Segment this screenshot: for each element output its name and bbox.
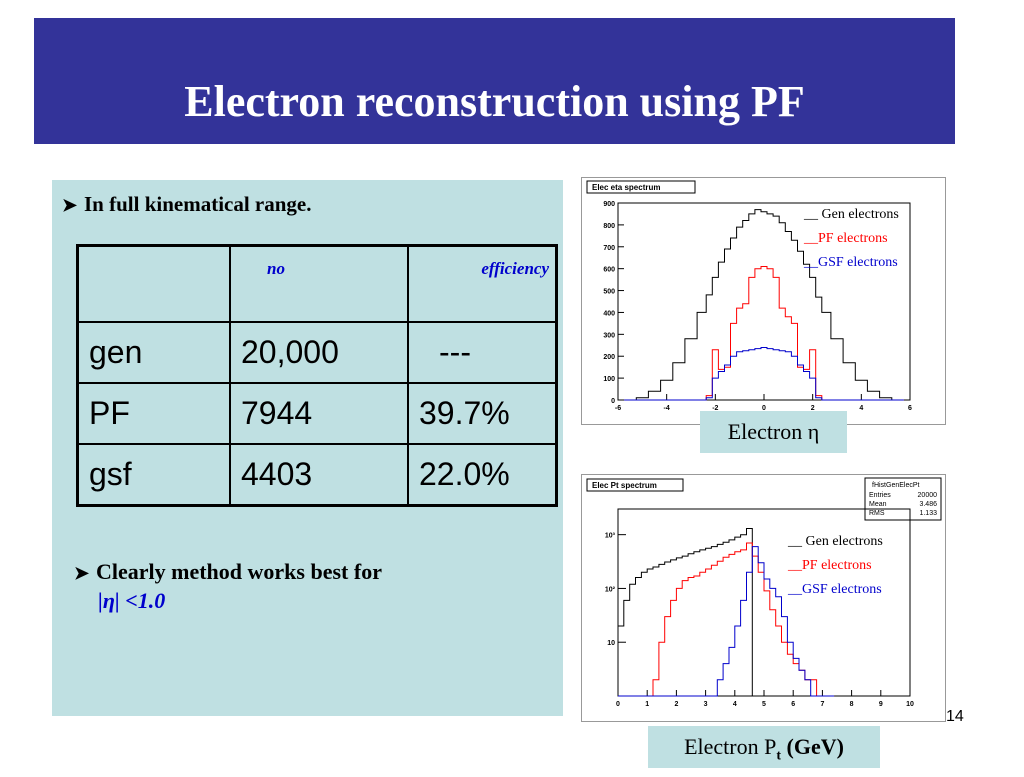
pt-chart-frame: Elec Pt spectrum fHistGenElecPt Entries … [581, 474, 946, 722]
eta-condition: |η| <1.0 [98, 588, 166, 613]
table-cell: gsf [76, 443, 231, 507]
table-header-cell: no [229, 244, 409, 323]
stats-mean: 3.486 [919, 501, 937, 508]
table-cell: PF [76, 382, 231, 445]
table-header-row: no efficiency [76, 244, 558, 323]
x-tick-label: -4 [664, 405, 670, 412]
efficiency-table: no efficiency gen 20,000 --- PF 7944 39.… [76, 244, 558, 507]
series-line-gsf-electrons [624, 347, 904, 401]
table-cell: 39.7% [407, 382, 558, 445]
x-tick-label: 2 [811, 405, 815, 412]
series-line-gen-electrons [618, 528, 835, 697]
x-tick-label: 0 [762, 405, 766, 412]
arrow-bullet-icon: ➤ [74, 563, 90, 583]
y-tick-label: 10 [607, 640, 615, 647]
x-tick-label: 8 [850, 701, 854, 708]
x-tick-label: 3 [704, 701, 708, 708]
pt-caption-sub: t [776, 748, 781, 764]
y-tick-label: 900 [603, 201, 615, 208]
table-cell: --- [407, 321, 558, 384]
pt-caption-main: Electron P [684, 734, 777, 759]
bullet-kinematical-range: ➤ In full kinematical range. [62, 192, 312, 217]
y-tick-label: 400 [603, 310, 615, 317]
stats-entries-label: Entries [869, 492, 891, 499]
table-cell: 22.0% [407, 443, 558, 507]
pt-caption: Electron Pt (GeV) [648, 726, 880, 768]
stats-rms: 1.133 [919, 510, 937, 517]
stats-rms-label: RMS [869, 510, 885, 517]
legend-pf: __PF electrons [803, 231, 888, 246]
eta-chart-frame: Elec eta spectrum -6 -4 -2 0 2 4 6 0 100 200 300 40… [581, 177, 946, 425]
chart-title-box [586, 478, 684, 492]
y-tick-label: 10³ [605, 533, 616, 540]
legend-gen: __ Gen electrons [787, 534, 883, 549]
legend-gsf: __GSF electrons [787, 582, 882, 597]
table-row: PF 7944 39.7% [76, 382, 558, 445]
arrow-bullet-icon: ➤ [62, 195, 78, 215]
x-tick-label: 2 [674, 701, 678, 708]
table-cell: gen [76, 321, 231, 384]
x-tick-label: 7 [820, 701, 824, 708]
chart-title: Elec Pt spectrum [592, 481, 657, 490]
x-tick-label: -2 [712, 405, 718, 412]
table-row: gsf 4403 22.0% [76, 443, 558, 507]
series-line-pf-electrons [624, 266, 904, 401]
legend-gsf: __GSF electrons [803, 255, 898, 270]
table-header-cell [76, 244, 231, 323]
eta-spectrum-chart: Elec eta spectrum -6 -4 -2 0 2 4 6 0 100 200 300 40… [586, 180, 912, 412]
eta-caption: Electron η [700, 411, 847, 453]
bullet-method-best: ➤ Clearly method works best for |η| <1.0 [74, 558, 382, 615]
page-number: 14 [946, 708, 964, 725]
x-tick-label: 9 [879, 701, 883, 708]
x-tick-label: 6 [908, 405, 912, 412]
y-tick-label: 10² [605, 586, 616, 593]
stats-entries: 20000 [918, 492, 938, 499]
stats-name: fHistGenElecPt [872, 482, 920, 489]
stats-mean-label: Mean [869, 501, 887, 508]
content-panel: ➤ In full kinematical range. no efficienc… [52, 180, 563, 716]
chart-title: Elec eta spectrum [592, 183, 660, 192]
series-line-gen-electrons [624, 209, 904, 401]
pt-spectrum-chart: Elec Pt spectrum fHistGenElecPt Entries … [586, 477, 942, 708]
bullet2-text: Clearly method works best for [96, 559, 382, 584]
bullet1-text: In full kinematical range. [84, 192, 312, 216]
y-tick-label: 800 [603, 223, 615, 230]
legend-gen: __ Gen electrons [803, 207, 899, 222]
y-tick-label: 100 [603, 376, 615, 383]
y-tick-label: 600 [603, 267, 615, 274]
series-line-gsf-electrons [618, 546, 835, 697]
x-tick-label: 5 [762, 701, 766, 708]
table-header-cell: efficiency [407, 244, 558, 323]
y-tick-label: 300 [603, 332, 615, 339]
chart-title-box [586, 180, 696, 194]
legend-pf: __PF electrons [787, 558, 872, 573]
y-tick-label: 500 [603, 289, 615, 296]
slide-title: Electron reconstruction using PF [184, 77, 805, 126]
table-cell: 4403 [229, 443, 409, 507]
x-tick-label: 1 [645, 701, 649, 708]
y-tick-label: 0 [611, 398, 615, 405]
x-tick-label: 6 [791, 701, 795, 708]
pt-caption-unit: (GeV) [781, 734, 844, 759]
stats-box [864, 477, 942, 521]
x-tick-label: -6 [615, 405, 621, 412]
x-tick-label: 0 [616, 701, 620, 708]
x-tick-label: 4 [859, 405, 863, 412]
y-tick-label: 700 [603, 245, 615, 252]
title-banner: Electron reconstruction using PF [34, 18, 955, 144]
x-tick-label: 10 [906, 701, 914, 708]
table-cell: 20,000 [229, 321, 409, 384]
y-tick-label: 200 [603, 354, 615, 361]
x-tick-label: 4 [733, 701, 737, 708]
table-cell: 7944 [229, 382, 409, 445]
table-row: gen 20,000 --- [76, 321, 558, 384]
